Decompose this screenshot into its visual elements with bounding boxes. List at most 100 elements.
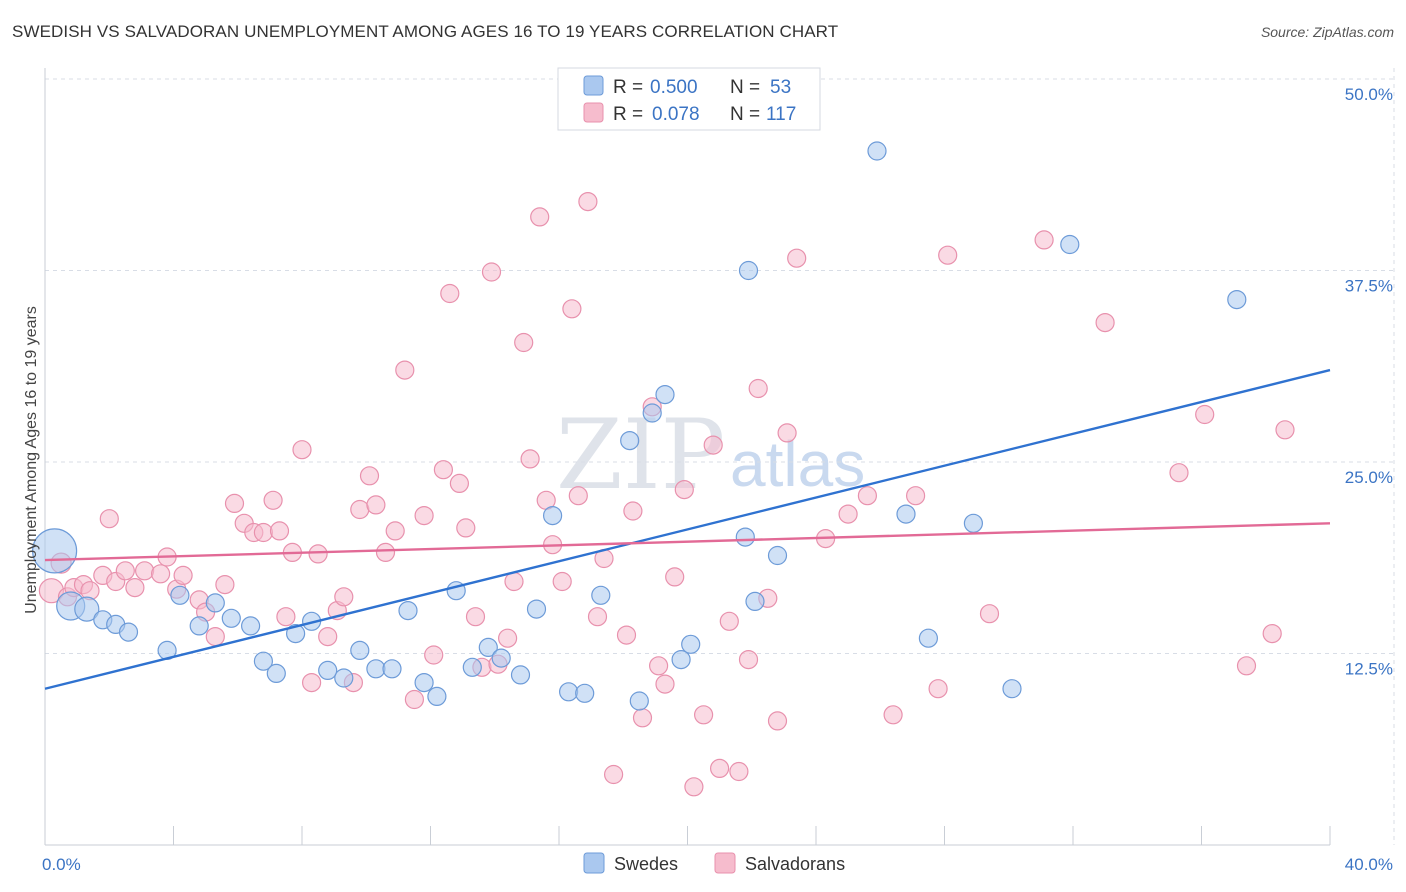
salvadorans-point bbox=[1169, 463, 1189, 483]
swedes-point bbox=[427, 686, 447, 707]
swedes-point bbox=[170, 585, 190, 605]
swedes-trend-line bbox=[44, 368, 1331, 690]
data-points bbox=[31, 73, 1295, 797]
swedes-point bbox=[398, 600, 418, 621]
salvadorans-point bbox=[719, 611, 739, 631]
salvadorans-point bbox=[883, 705, 903, 725]
swedes-point bbox=[896, 504, 916, 524]
salvadorans-point bbox=[1195, 404, 1215, 425]
salvadorans-point bbox=[135, 561, 155, 581]
swedes-point bbox=[620, 431, 640, 451]
swedes-point bbox=[735, 527, 755, 547]
salvadorans-point bbox=[787, 248, 807, 268]
salvadorans-point bbox=[857, 486, 878, 506]
swedes-point bbox=[1227, 290, 1247, 310]
salvadorans-point bbox=[465, 607, 486, 627]
salvadorans-point bbox=[655, 674, 675, 694]
salvadorans-point bbox=[440, 283, 460, 304]
salvadorans-point bbox=[498, 628, 518, 648]
legend-r-value-swedes: 0.500 bbox=[650, 77, 698, 98]
swedes-point bbox=[767, 545, 788, 566]
swedes-point bbox=[655, 385, 675, 405]
swedes-point bbox=[414, 672, 434, 693]
legend-n-label-swedes: N = bbox=[730, 77, 760, 98]
salvadorans-point bbox=[1034, 230, 1054, 250]
salvadorans-point bbox=[1262, 623, 1282, 644]
salvadorans-point bbox=[938, 245, 958, 265]
swedes-point bbox=[350, 640, 370, 661]
swedes-point bbox=[591, 585, 611, 605]
swedes-point bbox=[738, 260, 759, 281]
salvadorans-point bbox=[1236, 656, 1257, 676]
swedes-point bbox=[382, 659, 402, 679]
y-axis-label: Unemployment Among Ages 16 to 19 years bbox=[23, 306, 40, 614]
y-tick-label: 12.5% bbox=[1345, 660, 1393, 679]
salvadorans-point bbox=[253, 522, 273, 543]
swedes-point bbox=[642, 403, 662, 423]
salvadorans-point bbox=[115, 561, 135, 581]
salvadorans-point bbox=[552, 571, 572, 592]
salvadorans-point bbox=[928, 679, 948, 699]
chart-title: SWEDISH VS SALVADORAN UNEMPLOYMENT AMONG… bbox=[12, 22, 839, 41]
salvadorans-point bbox=[215, 574, 235, 595]
salvadorans-point bbox=[1275, 420, 1295, 440]
swedes-point bbox=[542, 505, 563, 526]
legend-swatch-salvadorans bbox=[583, 102, 604, 123]
salvadorans-point bbox=[125, 577, 145, 598]
swedes-point bbox=[629, 691, 649, 711]
salvadorans-point bbox=[568, 486, 588, 506]
salvadorans-point bbox=[151, 564, 171, 584]
salvadorans-point bbox=[530, 207, 550, 227]
salvadorans-point bbox=[1095, 313, 1115, 333]
salvadorans-point bbox=[99, 509, 119, 529]
source-label: Source: ZipAtlas.com bbox=[1260, 24, 1394, 40]
legend-swatch-swedes bbox=[583, 75, 604, 96]
bottom-legend-swatch-swedes bbox=[583, 852, 605, 874]
salvadorans-point bbox=[263, 490, 283, 510]
salvadorans-point bbox=[205, 626, 225, 647]
axes: 12.5% 25.0% 37.5% 50.0% 0.0% 40.0% bbox=[42, 68, 1393, 874]
legend-r-label-salvadorans: R = bbox=[613, 104, 643, 125]
salvadorans-point bbox=[738, 649, 759, 670]
swedes-point bbox=[462, 657, 482, 677]
watermark-atlas: atlas bbox=[730, 428, 865, 500]
salvadorans-point bbox=[414, 505, 434, 526]
swedes-point bbox=[74, 596, 100, 622]
top-legend: R = 0.500 N = 53 R = 0.078 N = 117 bbox=[557, 67, 821, 131]
salvadorans-point bbox=[905, 486, 926, 506]
y-tick-label: 37.5% bbox=[1345, 277, 1393, 296]
swedes-point bbox=[318, 660, 338, 681]
swedes-point bbox=[366, 659, 386, 679]
swedes-point bbox=[334, 668, 354, 688]
x-tick-label: 0.0% bbox=[42, 855, 81, 874]
salvadorans-point bbox=[308, 544, 328, 564]
salvadorans-point bbox=[709, 758, 730, 779]
swedes-point bbox=[118, 622, 139, 642]
salvadorans-point bbox=[632, 708, 653, 728]
salvadorans-point bbox=[395, 360, 415, 380]
legend-r-value-salvadorans: 0.078 bbox=[652, 104, 700, 125]
swedes-point bbox=[681, 634, 701, 654]
salvadorans-point bbox=[404, 689, 424, 710]
legend-r-label-swedes: R = bbox=[613, 77, 643, 98]
legend-n-label-salvadorans: N = bbox=[730, 104, 760, 125]
y-tick-label: 25.0% bbox=[1345, 468, 1393, 487]
salvadorans-point bbox=[449, 473, 469, 493]
salvadorans-point bbox=[375, 542, 396, 563]
y-tick-label: 50.0% bbox=[1345, 85, 1393, 104]
swedes-point bbox=[963, 513, 984, 533]
swedes-point bbox=[189, 616, 209, 636]
salvadorans-point bbox=[269, 521, 290, 541]
bottom-legend-swatch-salvadorans bbox=[714, 852, 736, 874]
salvadorans-point bbox=[334, 587, 354, 607]
swedes-point bbox=[253, 651, 273, 671]
salvadorans-point bbox=[729, 761, 749, 782]
swedes-point bbox=[1002, 679, 1022, 699]
salvadorans-point bbox=[424, 645, 444, 665]
salvadorans-point bbox=[318, 626, 338, 647]
salvadorans-point bbox=[276, 607, 296, 627]
salvadorans-point bbox=[520, 449, 540, 469]
salvadorans-point bbox=[748, 378, 768, 399]
salvadorans-point bbox=[693, 705, 714, 725]
swedes-point bbox=[266, 663, 286, 684]
